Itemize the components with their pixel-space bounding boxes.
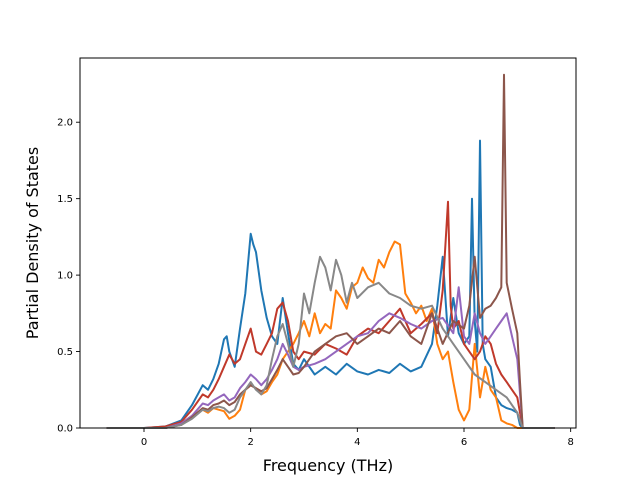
y-tick-label: 2.0 [57, 118, 73, 129]
series-layer [106, 73, 555, 429]
x-tick-label: 4 [354, 437, 360, 448]
series-line-6 [106, 255, 555, 429]
x-tick-label: 6 [461, 437, 467, 448]
series-line-2 [106, 240, 555, 429]
x-tick-label: 2 [247, 437, 253, 448]
series-line-3 [106, 200, 555, 429]
series-line-4 [106, 286, 555, 429]
y-axis-title: Partial Density of States [23, 147, 42, 339]
x-axis-title: Frequency (THz) [263, 456, 393, 475]
x-tick-label: 8 [567, 437, 573, 448]
y-axis: 0.0 0.5 1.0 1.5 2.0 [57, 118, 80, 435]
x-axis: 0 2 4 6 8 [141, 428, 574, 448]
plot-frame [79, 57, 577, 429]
x-tick-label: 0 [141, 437, 147, 448]
y-tick-label: 0.0 [57, 424, 73, 435]
y-tick-label: 1.5 [57, 194, 73, 205]
y-tick-label: 0.5 [57, 347, 73, 358]
y-tick-label: 1.0 [57, 271, 73, 282]
series-line-5 [106, 73, 555, 429]
